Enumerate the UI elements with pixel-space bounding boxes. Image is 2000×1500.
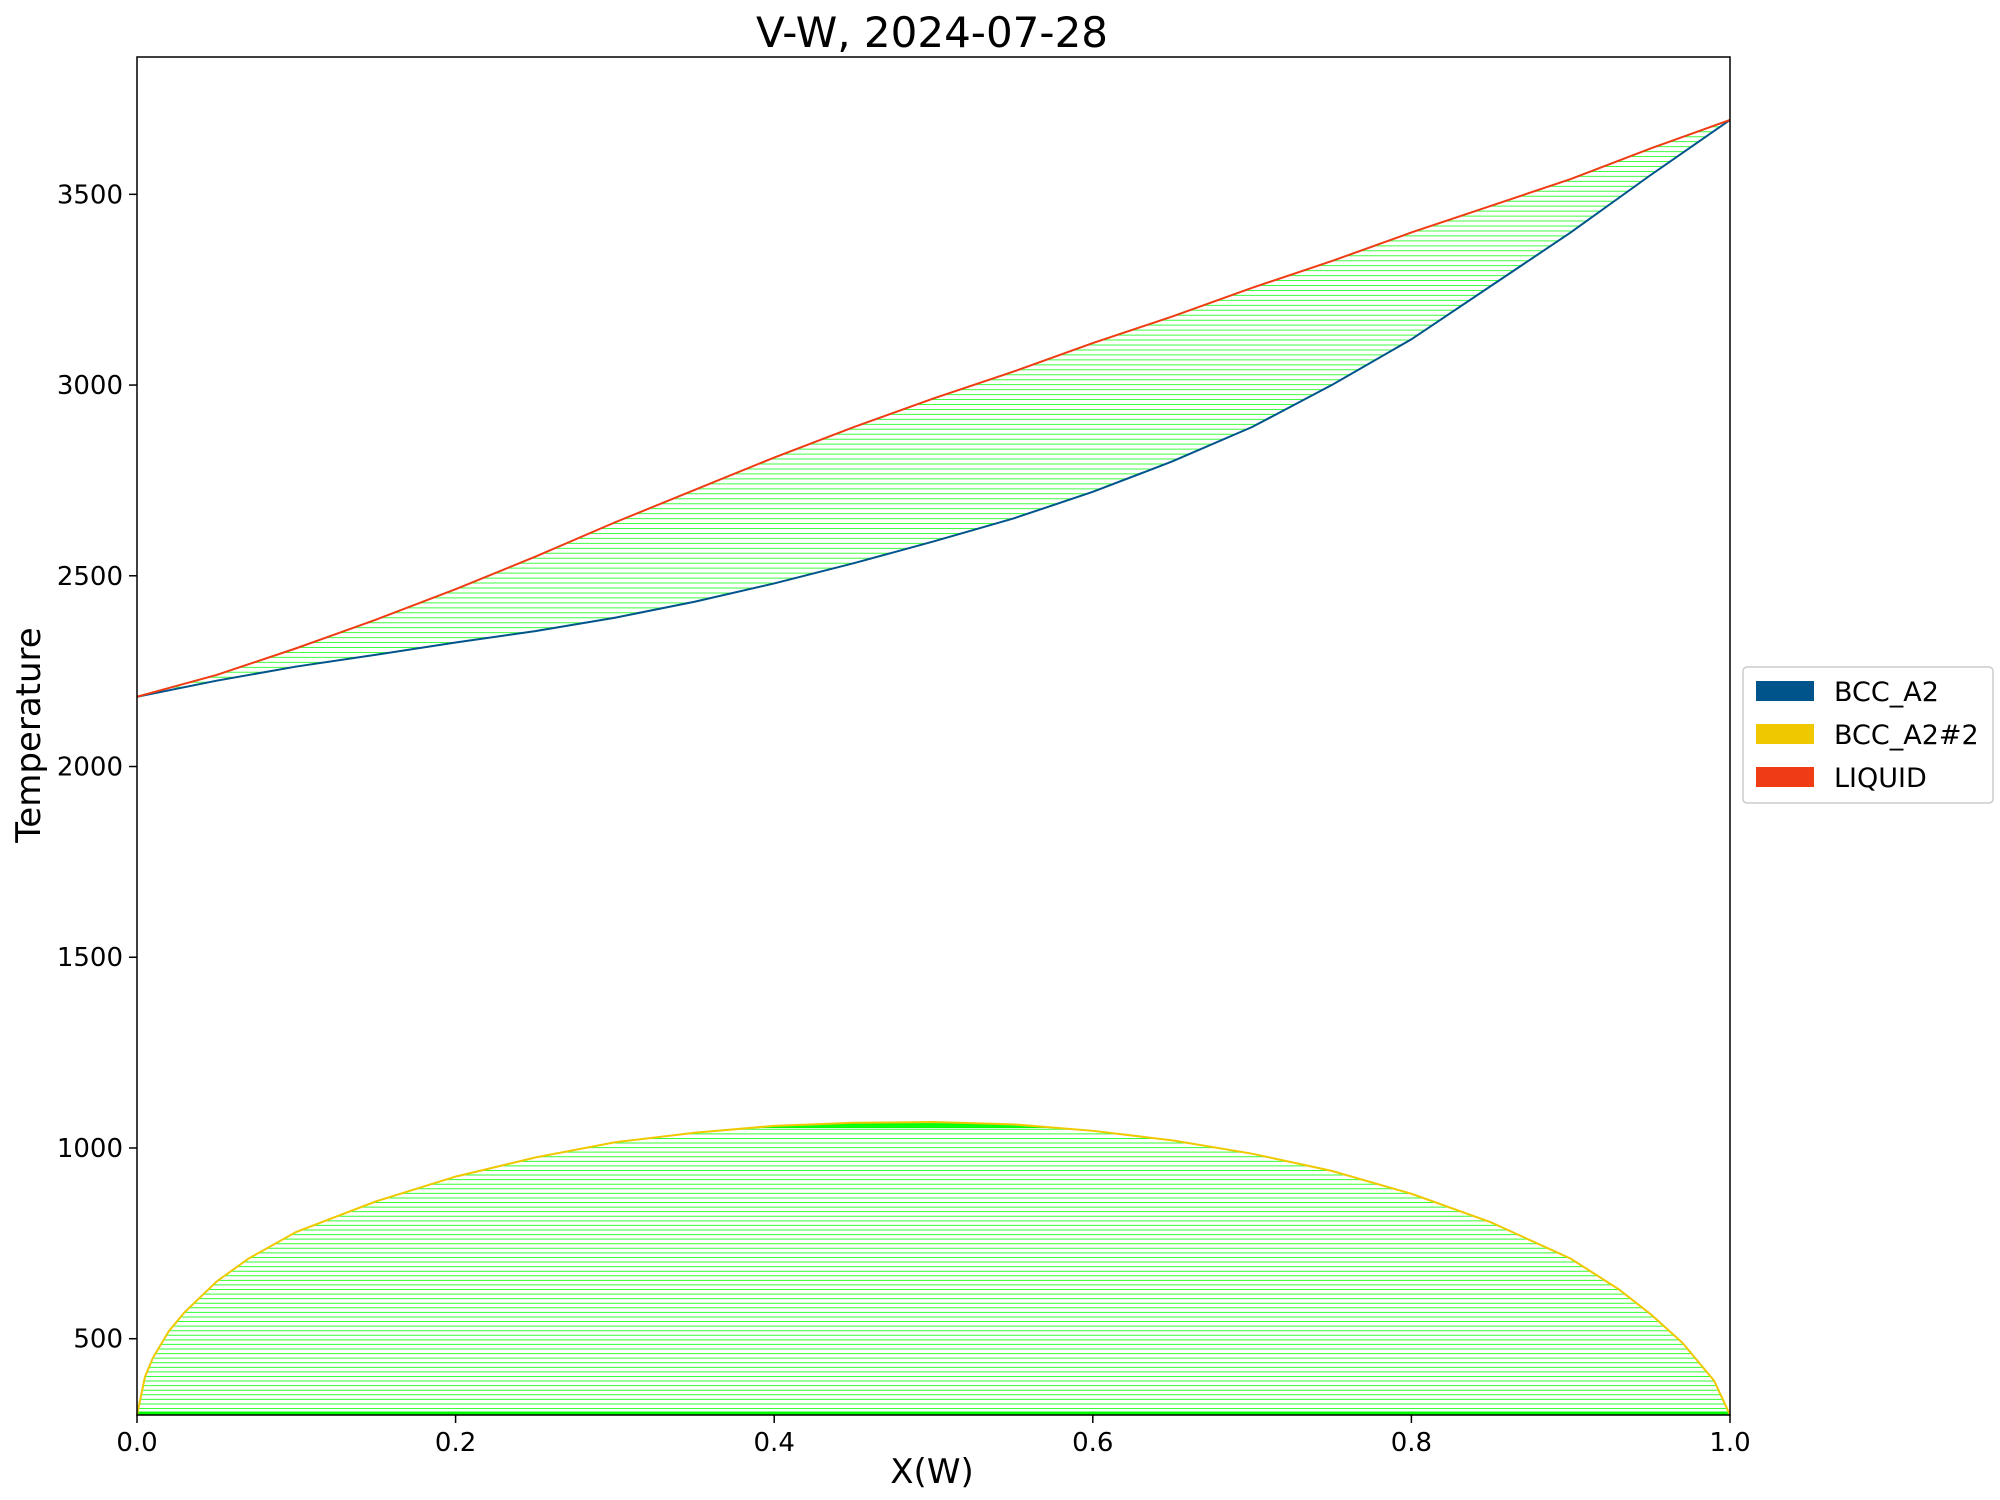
x-tick-label: 0.4 [754,1428,795,1458]
y-tick-label: 3500 [57,180,123,210]
series-line-bcc-a2-2 [136,1121,1731,1416]
x-tick-label: 0.8 [1391,1428,1432,1458]
y-tick-label: 1000 [57,1134,123,1164]
legend-label: BCC_A2 [1834,677,1939,708]
y-tick-label: 500 [73,1325,123,1355]
x-axis: 0.0 0.2 0.4 0.6 0.8 1.0 [116,1415,1751,1458]
y-tick-label: 1500 [57,943,123,973]
y-tick-label: 3000 [57,371,123,401]
plot-area [136,118,1731,1416]
series-line-bcc-a2 [136,119,1731,698]
x-tick-label: 1.0 [1709,1428,1750,1458]
series-line-liquid [136,118,1731,698]
chart-title: V-W, 2024-07-28 [756,8,1108,57]
legend-swatch [1756,767,1814,787]
legend: BCC_A2 BCC_A2#2 LIQUID [1742,666,1994,804]
x-axis-label: X(W) [890,1452,973,1492]
tielines-liquid-bcc [153,126,1721,693]
legend-label: LIQUID [1834,763,1927,794]
x-tick-label: 0.2 [435,1428,476,1458]
legend-label: BCC_A2#2 [1834,720,1979,751]
y-axis: 500 1000 1500 2000 2500 3000 3500 [57,180,137,1355]
y-tick-label: 2500 [57,562,123,592]
legend-swatch [1756,724,1814,744]
legend-swatch [1756,681,1814,701]
y-tick-label: 2000 [57,753,123,783]
plot-frame [136,56,1731,1416]
tielines-miscibility-gap [137,1122,1730,1415]
x-tick-label: 0.0 [116,1428,157,1458]
y-axis-label: Temperature [9,627,49,843]
x-tick-label: 0.6 [1072,1428,1113,1458]
